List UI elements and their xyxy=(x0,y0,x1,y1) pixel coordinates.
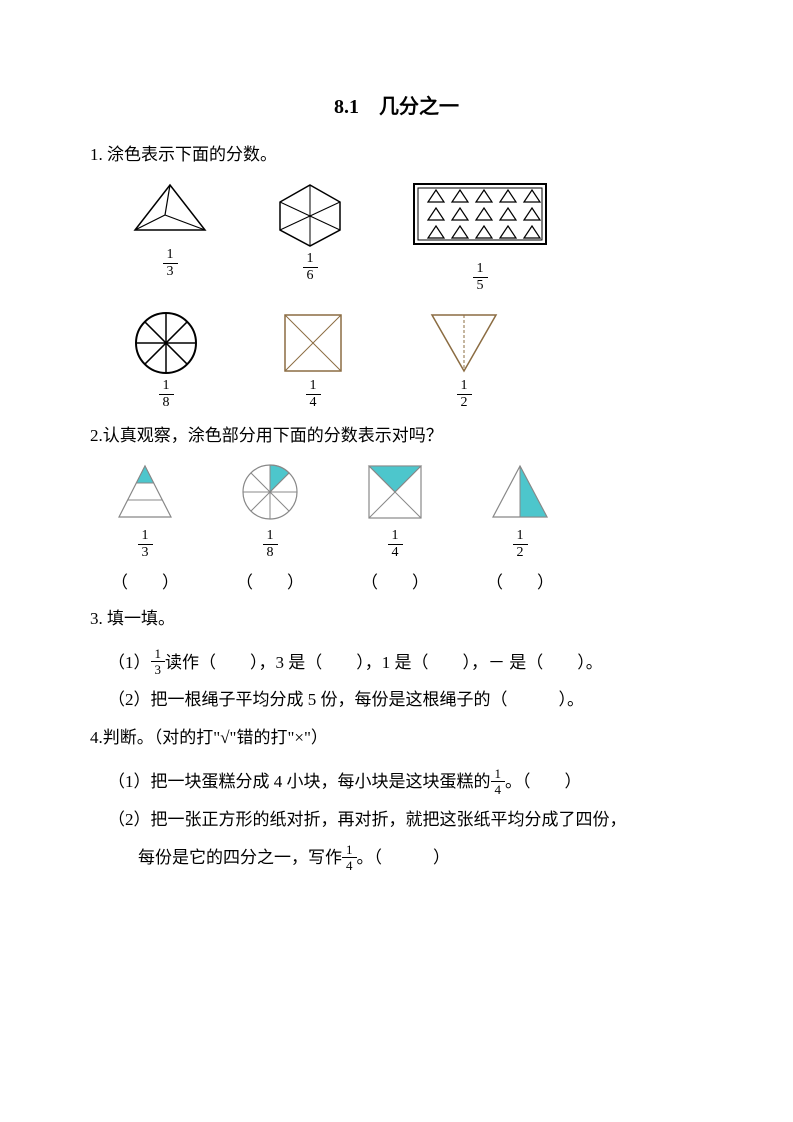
q2-righttri: 1 2 （ ） xyxy=(475,461,565,593)
q1-frac-2: 1 6 xyxy=(303,252,318,283)
page-title: 8.1 几分之一 xyxy=(90,90,703,119)
q2-square: 1 4 （ ） xyxy=(350,461,440,593)
q4-sub2-line1: （2）把一张正方形的纸对折，再对折，就把这张纸平均分成了四份， xyxy=(108,801,703,838)
q2-circle: 1 8 （ ） xyxy=(225,461,315,593)
q2-paren-1: （ ） xyxy=(111,568,179,593)
q1-shape-grid: 1 5 xyxy=(410,180,550,293)
q1-frac-5: 1 4 xyxy=(306,379,321,410)
q2-tri: 1 3 （ ） xyxy=(100,461,190,593)
q2-row: 1 3 （ ） 1 8 （ ） xyxy=(100,461,703,593)
q1-shape-circle8: 1 8 xyxy=(130,307,202,410)
q4-sub2-line2: 每份是它的四分之一，写作14。（ ） xyxy=(138,838,703,879)
q1-frac-1: 1 3 xyxy=(163,248,178,279)
q1-shape-square4: 1 4 xyxy=(277,307,349,410)
q2-paren-3: （ ） xyxy=(361,568,429,593)
q1-row1: 1 3 1 6 xyxy=(130,180,703,293)
q4-text: 4.判断。（对的打"√"错的打"×"） xyxy=(90,724,703,753)
q1-shape-tetra: 1 3 xyxy=(130,180,210,293)
q1-frac-3: 1 5 xyxy=(473,262,488,293)
q2-text: 2.认真观察，涂色部分用下面的分数表示对吗？ xyxy=(90,422,703,451)
q3-sub2: （2）把一根绳子平均分成 5 份，每份是这根绳子的（ ）。 xyxy=(108,681,703,718)
q2-frac-2: 1 8 xyxy=(263,529,278,560)
q1-shape-hex: 1 6 xyxy=(270,180,350,293)
q2-paren-4: （ ） xyxy=(486,568,554,593)
q3-text: 3. 填一填。 xyxy=(90,605,703,634)
q1-text: 1. 涂色表示下面的分数。 xyxy=(90,141,703,170)
q1-frac-4: 1 8 xyxy=(159,379,174,410)
q2-frac-4: 1 2 xyxy=(513,529,528,560)
q2-frac-3: 1 4 xyxy=(388,529,403,560)
q3-sub1: （1）13读作（ ），3 是（ ），1 是（ ），－ 是（ ）。 xyxy=(108,644,703,681)
q2-frac-1: 1 3 xyxy=(138,529,153,560)
q1-frac-6: 1 2 xyxy=(457,379,472,410)
q1-shape-invtri: 1 2 xyxy=(424,307,504,410)
q4-sub1: （1）把一块蛋糕分成 4 小块，每小块是这块蛋糕的14。（ ） xyxy=(108,763,703,800)
q1-row2: 1 8 1 4 1 2 xyxy=(130,307,703,410)
q2-paren-2: （ ） xyxy=(236,568,304,593)
